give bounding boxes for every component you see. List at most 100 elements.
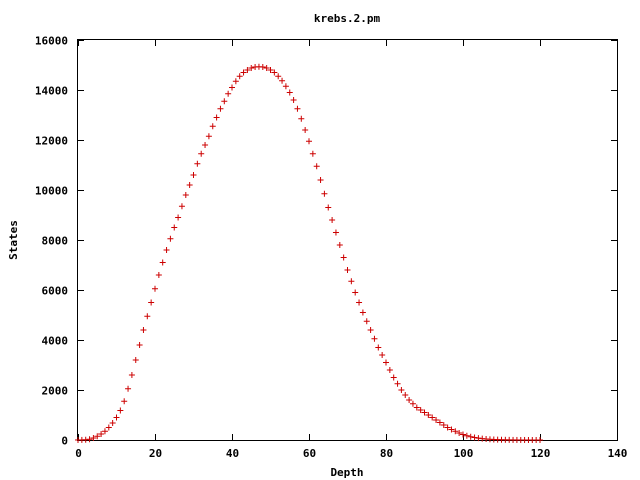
x-tick-label: 140 bbox=[608, 447, 628, 460]
x-axis-label: Depth bbox=[330, 466, 363, 479]
data-point bbox=[286, 89, 293, 96]
data-point bbox=[436, 419, 443, 426]
data-point bbox=[394, 380, 401, 387]
x-tick-label: 100 bbox=[454, 447, 474, 460]
data-point bbox=[302, 127, 309, 133]
data-point bbox=[309, 150, 316, 157]
data-point bbox=[86, 436, 93, 443]
data-point bbox=[125, 385, 132, 392]
y-tick-label: 16000 bbox=[35, 35, 68, 48]
data-point bbox=[344, 267, 351, 273]
data-point bbox=[448, 426, 455, 433]
data-point bbox=[271, 69, 278, 76]
data-point bbox=[352, 289, 359, 296]
data-point bbox=[367, 327, 374, 333]
data-point bbox=[463, 432, 470, 439]
data-point bbox=[383, 359, 389, 366]
data-point bbox=[109, 420, 116, 426]
data-point bbox=[429, 414, 436, 421]
data-point bbox=[433, 417, 440, 423]
data-point bbox=[467, 433, 474, 440]
data-point bbox=[240, 69, 247, 76]
data-point bbox=[371, 335, 378, 342]
plot-frame bbox=[77, 39, 618, 441]
data-point bbox=[425, 412, 432, 418]
data-point bbox=[198, 150, 205, 157]
data-point bbox=[452, 428, 459, 435]
data-point bbox=[152, 285, 158, 292]
data-point bbox=[229, 84, 235, 91]
data-point bbox=[421, 409, 428, 416]
data-point bbox=[267, 67, 274, 73]
x-tick-label: 20 bbox=[149, 447, 162, 460]
y-tick-label: 14000 bbox=[35, 85, 68, 98]
data-point bbox=[178, 203, 185, 210]
data-point bbox=[294, 105, 301, 112]
data-point bbox=[275, 73, 282, 80]
data-point bbox=[225, 90, 232, 97]
data-point bbox=[244, 67, 251, 73]
data-point bbox=[155, 272, 162, 278]
data-point bbox=[398, 387, 405, 393]
data-point bbox=[190, 172, 197, 178]
data-point bbox=[113, 414, 120, 421]
data-point bbox=[386, 367, 393, 373]
data-point bbox=[417, 407, 424, 413]
data-point bbox=[186, 182, 193, 188]
data-point bbox=[460, 431, 466, 438]
y-tick-label: 12000 bbox=[35, 135, 68, 148]
data-point bbox=[375, 344, 382, 351]
data-point bbox=[282, 83, 289, 90]
data-point bbox=[128, 372, 135, 378]
data-series bbox=[75, 63, 543, 443]
data-point bbox=[306, 138, 312, 145]
axis-ticks: 0 20 40 60 80 100 120 140 0 2000 4000 6000 8000 10000… bbox=[35, 35, 628, 461]
data-point bbox=[537, 437, 543, 443]
data-point bbox=[379, 352, 386, 358]
data-point bbox=[171, 224, 178, 231]
data-point bbox=[290, 97, 297, 103]
data-point bbox=[359, 309, 366, 316]
y-tick-label: 6000 bbox=[42, 285, 69, 298]
data-point bbox=[317, 177, 324, 183]
data-point bbox=[148, 299, 155, 306]
data-point bbox=[248, 65, 255, 71]
data-point bbox=[140, 327, 147, 333]
data-point bbox=[348, 278, 355, 285]
data-point bbox=[329, 217, 336, 223]
y-tick-label: 8000 bbox=[42, 235, 69, 248]
data-point bbox=[390, 374, 397, 381]
data-point bbox=[321, 190, 328, 197]
data-point bbox=[217, 105, 224, 112]
data-point bbox=[259, 64, 266, 70]
data-point bbox=[332, 229, 339, 236]
data-point bbox=[167, 235, 174, 242]
data-point bbox=[144, 313, 151, 320]
data-point bbox=[159, 259, 166, 266]
data-point bbox=[94, 433, 101, 440]
data-point bbox=[136, 342, 143, 348]
chart-title: krebs.2.pm bbox=[314, 12, 381, 25]
data-point bbox=[440, 422, 447, 428]
data-point bbox=[444, 424, 451, 431]
data-point bbox=[263, 65, 270, 71]
x-tick-label: 60 bbox=[303, 447, 316, 460]
data-point bbox=[409, 400, 416, 407]
data-point bbox=[117, 407, 124, 414]
data-point bbox=[209, 123, 216, 130]
data-point bbox=[325, 204, 332, 211]
data-point bbox=[402, 392, 409, 398]
data-point bbox=[101, 428, 108, 435]
data-point bbox=[336, 242, 343, 248]
x-tick-label: 120 bbox=[531, 447, 551, 460]
x-tick-label: 40 bbox=[226, 447, 239, 460]
y-tick-label: 4000 bbox=[42, 335, 69, 348]
y-tick-label: 10000 bbox=[35, 185, 68, 198]
data-point bbox=[121, 398, 128, 405]
data-point bbox=[236, 73, 243, 80]
y-axis-label: States bbox=[7, 220, 20, 260]
data-point bbox=[340, 254, 347, 261]
y-tick-label: 2000 bbox=[42, 385, 69, 398]
data-point bbox=[105, 424, 112, 431]
